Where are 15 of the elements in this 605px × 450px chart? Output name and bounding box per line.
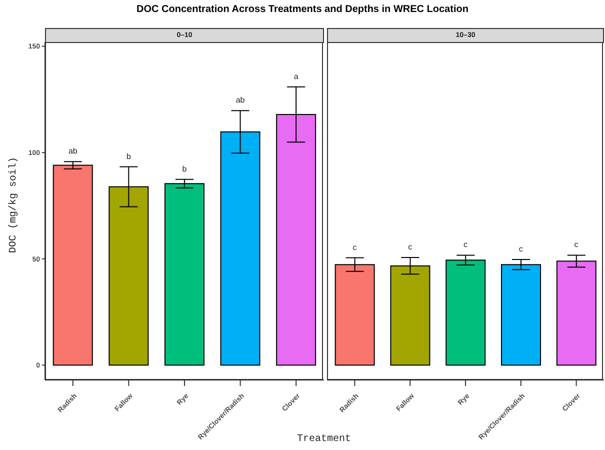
annotation: c (352, 242, 357, 252)
bar (164, 183, 204, 366)
annotation: a (294, 72, 299, 81)
annotation: c (464, 240, 468, 250)
bar (52, 164, 93, 366)
annotation: ab (236, 96, 246, 105)
annotation: c (408, 242, 412, 252)
x-axis-title: Treatment (296, 434, 351, 445)
annotation: b (182, 164, 188, 174)
annotation: c (518, 244, 523, 254)
chart-title: DOC Concentration Across Treatments and Depths in WREC Location (136, 4, 470, 15)
y-axis-title: DOC (mg/kg soil) (8, 156, 20, 254)
annotation: c (574, 240, 578, 250)
annotation: b (126, 152, 132, 161)
annotation: ab (68, 146, 78, 156)
